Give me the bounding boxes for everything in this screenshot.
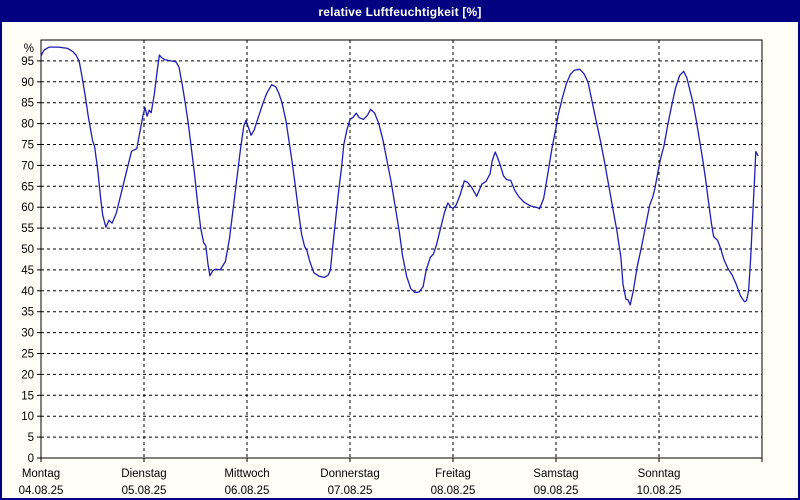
x-day-date-label: 06.08.25 — [225, 485, 270, 497]
y-tick-label: 40 — [21, 286, 34, 298]
y-axis-unit-label: % — [24, 43, 34, 55]
x-day-name-label: Freitag — [435, 468, 471, 480]
x-day-date-label: 08.08.25 — [431, 485, 476, 497]
y-tick-label: 10 — [21, 411, 34, 423]
humidity-series-line — [40, 46, 759, 306]
x-day-date-label: 10.08.25 — [637, 485, 682, 497]
y-tick-label: 5 — [28, 432, 34, 444]
y-tick-label: 30 — [21, 328, 34, 340]
y-tick-label: 80 — [21, 119, 34, 131]
x-day-date-label: 05.08.25 — [122, 485, 167, 497]
y-tick-label: 85 — [21, 98, 34, 110]
x-day-name-label: Mittwoch — [224, 468, 269, 480]
x-day-date-label: 04.08.25 — [19, 485, 64, 497]
y-tick-label: 20 — [21, 369, 34, 381]
x-day-date-label: 07.08.25 — [328, 485, 373, 497]
y-tick-label: 25 — [21, 349, 34, 361]
y-tick-label: 0 — [28, 453, 34, 465]
chart-title-bar: relative Luftfeuchtigkeit [%] — [2, 2, 798, 22]
y-tick-label: 65 — [21, 181, 34, 193]
y-tick-label: 55 — [21, 223, 34, 235]
chart-title: relative Luftfeuchtigkeit [%] — [318, 5, 482, 19]
y-tick-label: 15 — [21, 390, 34, 402]
x-day-name-label: Montag — [22, 468, 60, 480]
x-day-name-label: Samstag — [533, 468, 578, 480]
y-tick-label: 60 — [21, 202, 34, 214]
y-tick-label: 35 — [21, 307, 34, 319]
y-tick-label: 90 — [21, 77, 34, 89]
x-day-date-label: 09.08.25 — [534, 485, 579, 497]
plot-border — [40, 39, 763, 459]
x-day-name-label: Donnerstag — [320, 468, 379, 480]
y-tick-label: 50 — [21, 244, 34, 256]
y-tick-label: 75 — [21, 140, 34, 152]
x-day-name-label: Sonntag — [638, 468, 681, 480]
y-tick-label: 70 — [21, 160, 34, 172]
y-tick-label: 95 — [21, 56, 34, 68]
y-tick-label: 45 — [21, 265, 34, 277]
x-day-name-label: Dienstag — [121, 468, 166, 480]
